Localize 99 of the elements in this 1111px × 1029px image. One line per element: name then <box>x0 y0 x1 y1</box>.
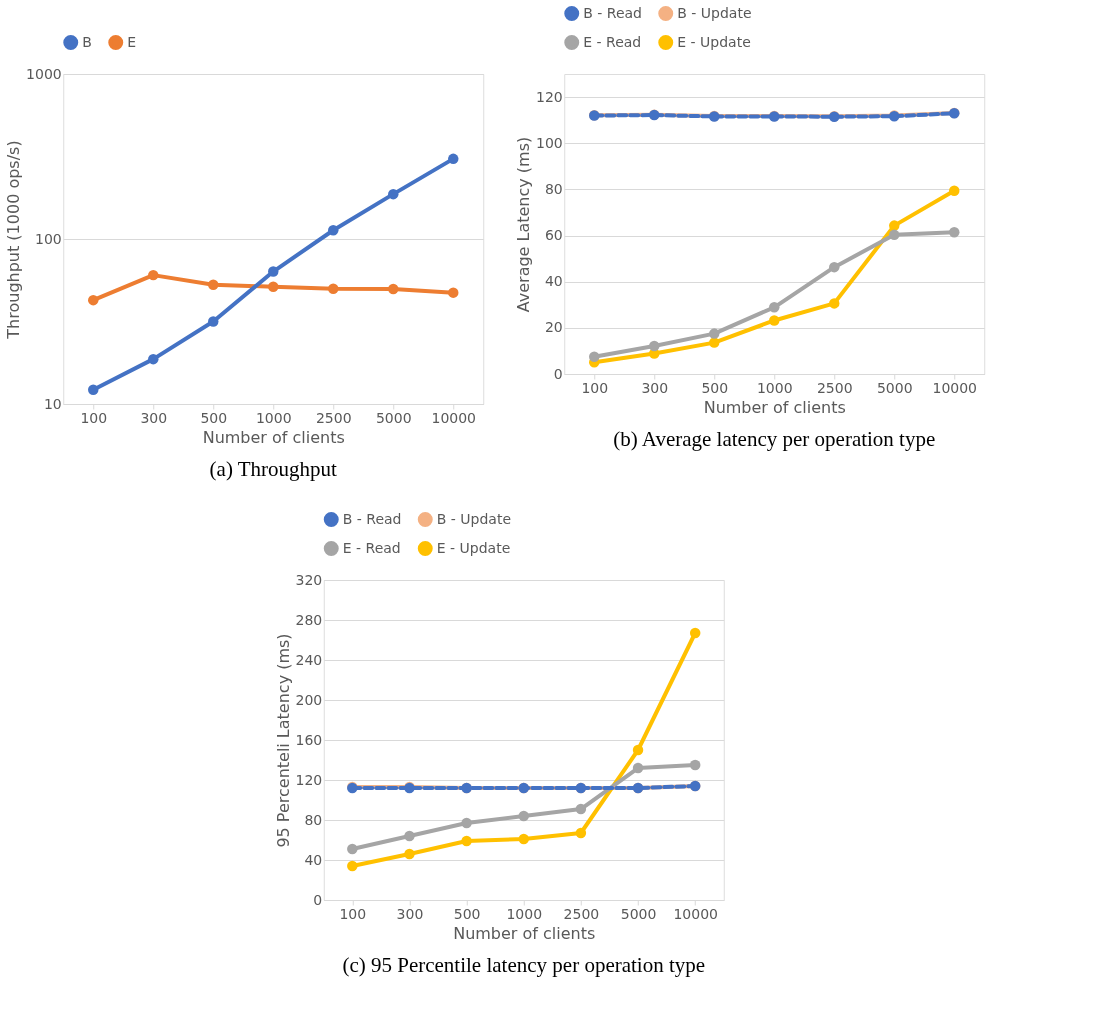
point <box>148 353 159 365</box>
point <box>575 827 587 839</box>
point <box>208 316 219 327</box>
y-tick-label: 240 <box>295 651 323 668</box>
point <box>328 225 339 236</box>
y-tick-label: 100 <box>536 134 563 151</box>
point <box>689 627 701 639</box>
point <box>518 833 529 845</box>
y-tick-label: 1000 <box>26 65 62 82</box>
legend-label: B <box>82 33 92 50</box>
x-tick-label: 5000 <box>620 905 657 922</box>
point <box>388 188 399 200</box>
y-tick-label: 80 <box>544 180 563 197</box>
point <box>268 266 279 277</box>
point <box>689 759 701 771</box>
x-tick-label: 500 <box>701 379 729 396</box>
point <box>829 261 840 273</box>
x-tick-label: 1000 <box>506 905 543 922</box>
text: (c) 95 Percentile latency per operation type <box>342 953 706 977</box>
x-tick-label: 100 <box>80 409 108 426</box>
point <box>889 229 900 241</box>
legend-label: E - Update <box>677 33 751 50</box>
point <box>829 298 840 309</box>
y-tick-label: 100 <box>35 230 62 247</box>
x-tick-label: 300 <box>641 379 669 396</box>
x-tick-label: 1000 <box>756 379 793 396</box>
legend-label: E - Read <box>342 539 401 556</box>
point <box>448 153 459 165</box>
x-tick-label: 100 <box>339 905 367 922</box>
legend-label: B - Read <box>342 510 402 527</box>
point <box>889 220 900 231</box>
point <box>448 287 459 298</box>
y-tick-label: 160 <box>295 731 323 748</box>
x-axis-title: Number of clients <box>453 923 596 943</box>
x-tick-label: 500 <box>200 409 228 426</box>
x-tick-label: 10000 <box>673 905 718 922</box>
y-tick-label: 40 <box>544 273 563 290</box>
y-tick-label: 60 <box>544 227 563 244</box>
x-tick-label: 5000 <box>876 379 913 396</box>
y-tick-label: 80 <box>304 811 323 828</box>
point <box>328 283 339 294</box>
point <box>769 302 780 313</box>
point <box>88 294 99 306</box>
point <box>388 283 399 295</box>
y-tick-label: 200 <box>295 691 323 708</box>
y-tick-label: 0 <box>553 365 563 382</box>
y-axis-title: 95 Percenteli Latency (ms) <box>273 633 293 848</box>
legend-label: B - Read <box>583 4 642 21</box>
point <box>208 279 219 290</box>
point <box>268 281 279 292</box>
point <box>949 227 960 238</box>
point <box>518 810 529 822</box>
point <box>649 340 660 352</box>
point <box>347 860 358 872</box>
point <box>632 762 644 774</box>
point <box>461 835 472 847</box>
point <box>404 830 415 842</box>
x-tick-label: 2500 <box>315 409 352 426</box>
text: (b) Average latency per operation type <box>613 427 936 451</box>
y-tick-label: 0 <box>313 891 323 908</box>
y-tick-label: 40 <box>304 851 323 868</box>
y-tick-label: 120 <box>536 88 563 105</box>
y-tick-label: 320 <box>295 571 323 588</box>
y-tick-label: 280 <box>295 611 323 628</box>
x-tick-label: 2500 <box>816 379 853 396</box>
x-tick-label: 100 <box>581 379 609 396</box>
x-tick-label: 2500 <box>563 905 600 922</box>
text: (a) Throughput <box>209 457 338 481</box>
y-axis-title: Throughput (1000 ops/s) <box>4 140 24 340</box>
legend-label: E - Update <box>436 539 511 556</box>
point <box>148 269 159 281</box>
point <box>575 803 587 815</box>
point <box>709 328 720 339</box>
point <box>632 744 644 756</box>
x-tick-label: 5000 <box>375 409 412 426</box>
legend-label: E <box>127 33 137 50</box>
point <box>461 817 472 829</box>
y-tick-label: 10 <box>43 395 62 412</box>
x-tick-label: 300 <box>396 905 424 922</box>
x-tick-label: 10000 <box>431 409 477 426</box>
legend-label: B - Update <box>677 4 752 21</box>
legend-label: E - Read <box>583 33 642 50</box>
x-tick-label: 500 <box>453 905 481 922</box>
point <box>589 351 600 362</box>
x-axis-title: Number of clients <box>703 397 846 417</box>
y-axis-title: Average Latency (ms) <box>514 136 534 313</box>
x-tick-label: 10000 <box>932 379 978 396</box>
legend-label: B - Update <box>436 510 512 527</box>
x-axis-title: Number of clients <box>202 427 345 447</box>
point <box>347 843 358 855</box>
point <box>404 848 415 860</box>
point <box>88 384 99 395</box>
y-tick-label: 120 <box>295 771 323 788</box>
point <box>709 337 720 348</box>
y-tick-label: 20 <box>544 319 563 336</box>
x-tick-label: 1000 <box>255 409 292 426</box>
point <box>949 185 960 196</box>
x-tick-label: 300 <box>140 409 168 426</box>
point <box>769 315 780 326</box>
